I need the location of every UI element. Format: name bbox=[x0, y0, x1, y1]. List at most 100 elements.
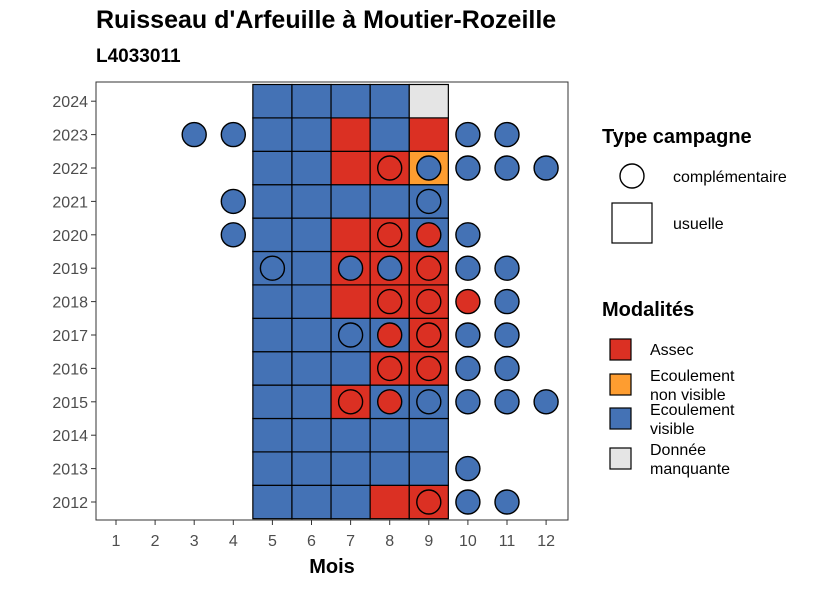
legend-fill-title: Modalités bbox=[602, 299, 694, 321]
tile-2023-8 bbox=[369, 117, 410, 152]
point-2020-4 bbox=[220, 222, 247, 248]
y-tick-label-2016: 2016 bbox=[52, 361, 88, 378]
legend-fill-label-2-1: visible bbox=[650, 421, 695, 438]
y-tick-label-2013: 2013 bbox=[52, 462, 88, 479]
tile-2020-7 bbox=[330, 217, 371, 253]
tile-2012-5 bbox=[252, 484, 293, 520]
point-2016-10 bbox=[455, 355, 481, 382]
point-2019-7 bbox=[337, 255, 364, 281]
legend-square-symbol bbox=[611, 202, 653, 244]
tile-2020-5 bbox=[252, 217, 293, 253]
tile-2012-8 bbox=[369, 484, 410, 520]
tile-2016-5 bbox=[252, 351, 293, 386]
y-tick-label-2023: 2023 bbox=[52, 128, 88, 145]
tile-2024-6 bbox=[291, 83, 332, 119]
point-2017-8 bbox=[377, 322, 403, 348]
y-tick-label-2017: 2017 bbox=[52, 328, 88, 345]
tile-2014-7 bbox=[330, 417, 371, 453]
y-tick-label-2020: 2020 bbox=[52, 228, 88, 245]
x-tick-label-9: 9 bbox=[424, 533, 433, 550]
point-2017-7 bbox=[337, 322, 364, 348]
point-2019-11 bbox=[494, 255, 520, 281]
x-tick-label-10: 10 bbox=[459, 533, 477, 550]
point-2022-9 bbox=[416, 155, 442, 181]
point-2016-8 bbox=[377, 355, 403, 382]
x-tick-label-12: 12 bbox=[537, 533, 555, 550]
point-2020-10 bbox=[455, 222, 481, 248]
point-2019-8 bbox=[377, 255, 403, 281]
point-2015-7 bbox=[337, 389, 364, 415]
tile-2014-5 bbox=[252, 417, 293, 453]
point-2018-9 bbox=[416, 288, 442, 315]
x-tick-label-2: 2 bbox=[151, 533, 160, 550]
point-2019-10 bbox=[455, 255, 481, 281]
tile-2018-6 bbox=[291, 284, 332, 319]
point-2023-3 bbox=[181, 121, 207, 148]
point-2015-8 bbox=[377, 389, 403, 415]
point-2015-12 bbox=[533, 389, 559, 415]
tile-2023-6 bbox=[291, 117, 332, 152]
tile-2012-7 bbox=[330, 484, 371, 520]
tile-2014-8 bbox=[369, 417, 410, 453]
tile-2013-8 bbox=[369, 451, 410, 486]
point-2022-11 bbox=[494, 155, 520, 181]
x-tick-label-3: 3 bbox=[190, 533, 199, 550]
point-2015-10 bbox=[455, 389, 481, 415]
point-2022-10 bbox=[455, 155, 481, 181]
point-2022-8 bbox=[377, 155, 403, 181]
y-tick-label-2012: 2012 bbox=[52, 495, 88, 512]
legend-key-3 bbox=[609, 447, 632, 470]
tile-2022-6 bbox=[291, 150, 332, 186]
tile-2013-9 bbox=[408, 451, 449, 486]
point-2015-9 bbox=[416, 389, 442, 415]
tile-2021-5 bbox=[252, 184, 293, 219]
point-2013-10 bbox=[455, 455, 481, 482]
point-2017-11 bbox=[494, 322, 520, 348]
tile-2013-5 bbox=[252, 451, 293, 486]
y-tick-label-2021: 2021 bbox=[52, 194, 88, 211]
x-tick-label-5: 5 bbox=[268, 533, 277, 550]
tile-2013-6 bbox=[291, 451, 332, 486]
tile-2021-7 bbox=[330, 184, 371, 219]
point-2020-9 bbox=[416, 222, 442, 248]
point-2019-5 bbox=[259, 255, 286, 281]
tile-2024-5 bbox=[252, 83, 293, 119]
x-tick-label-7: 7 bbox=[346, 533, 355, 550]
point-2023-10 bbox=[455, 121, 481, 148]
x-axis-title: Mois bbox=[309, 556, 355, 578]
tile-2023-7 bbox=[330, 117, 371, 152]
tile-2019-6 bbox=[291, 250, 332, 286]
point-2015-11 bbox=[494, 389, 520, 415]
tile-2012-6 bbox=[291, 484, 332, 520]
tile-2013-7 bbox=[330, 451, 371, 486]
tile-2020-6 bbox=[291, 217, 332, 253]
point-2012-11 bbox=[494, 489, 520, 515]
plot-panel bbox=[95, 81, 569, 521]
x-tick-label-8: 8 bbox=[385, 533, 394, 550]
point-2018-8 bbox=[377, 288, 403, 315]
point-2018-10 bbox=[455, 288, 481, 315]
legend-fill-label-3-1: manquante bbox=[650, 461, 730, 478]
point-2012-9 bbox=[416, 489, 442, 515]
y-tick-label-2014: 2014 bbox=[52, 428, 88, 445]
legend-fill-label-1-1: non visible bbox=[650, 387, 726, 404]
point-2022-12 bbox=[533, 155, 559, 181]
chart-title: Ruisseau d'Arfeuille à Moutier-Rozeille bbox=[96, 6, 557, 34]
x-tick-label-4: 4 bbox=[229, 533, 238, 550]
chart-subtitle: L4033011 bbox=[96, 46, 181, 67]
tile-2018-5 bbox=[252, 284, 293, 319]
point-2012-10 bbox=[455, 489, 481, 515]
point-2018-11 bbox=[494, 288, 520, 315]
legend-shape-title: Type campagne bbox=[602, 126, 752, 148]
y-tick-label-2019: 2019 bbox=[52, 261, 88, 278]
legend-fill-label-0-0: Assec bbox=[650, 342, 694, 359]
point-2023-4 bbox=[220, 121, 247, 148]
tile-2015-6 bbox=[291, 384, 332, 420]
tile-2023-9 bbox=[408, 117, 449, 152]
point-2016-11 bbox=[494, 355, 520, 382]
x-tick-label-11: 11 bbox=[499, 533, 516, 550]
legend-fill-label-1-0: Ecoulement bbox=[650, 368, 735, 385]
tile-2021-8 bbox=[369, 184, 410, 219]
x-tick-label-1: 1 bbox=[112, 533, 121, 550]
